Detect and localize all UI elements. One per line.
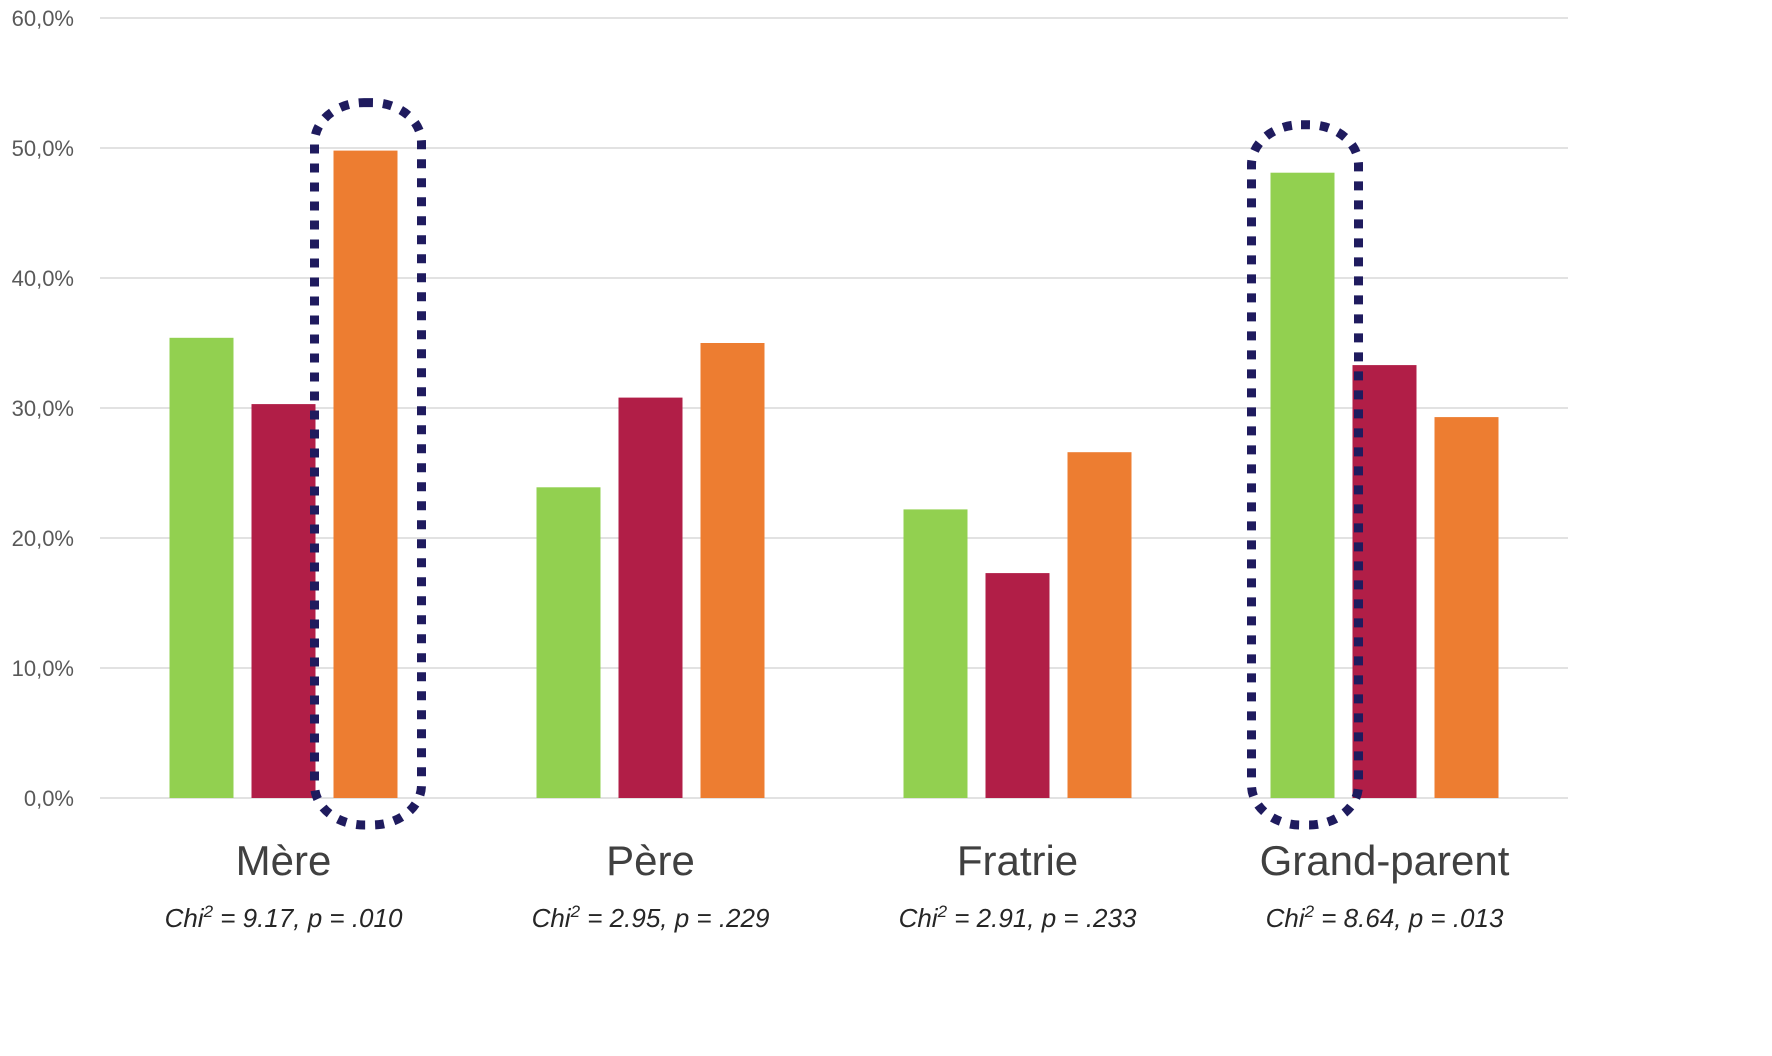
category-label: Fratrie <box>957 837 1078 884</box>
y-tick-label: 60,0% <box>12 6 74 31</box>
highlight-outline <box>1247 120 1363 830</box>
y-tick-label: 20,0% <box>12 526 74 551</box>
grid-lines <box>100 17 1568 799</box>
statistics-annotations: Chi2 = 9.17, p = .010 Chi2 = 2.95, p = .2… <box>165 902 1504 933</box>
highlight-outline <box>310 98 426 830</box>
bar <box>618 397 683 798</box>
bar <box>903 509 968 798</box>
bar <box>536 487 601 798</box>
y-tick-label: 0,0% <box>24 786 74 811</box>
y-tick-label: 10,0% <box>12 656 74 681</box>
bar <box>1067 452 1132 798</box>
bar <box>1352 365 1417 798</box>
statistic-annotation: Chi2 = 9.17, p = .010 <box>165 902 403 933</box>
y-tick-label: 30,0% <box>12 396 74 421</box>
y-axis-ticks: 0,0% 10,0% 20,0% 30,0% 40,0% 50,0% 60,0% <box>12 6 74 811</box>
statistic-annotation: Chi2 = 2.91, p = .233 <box>899 902 1137 933</box>
bar <box>1270 172 1335 798</box>
bar <box>169 337 234 798</box>
category-label: Père <box>606 837 695 884</box>
bars <box>169 150 1499 799</box>
y-tick-label: 40,0% <box>12 266 74 291</box>
bar <box>700 343 765 798</box>
y-tick-label: 50,0% <box>12 136 74 161</box>
bar <box>985 573 1050 798</box>
statistic-annotation: Chi2 = 2.95, p = .229 <box>532 902 770 933</box>
statistic-annotation: Chi2 = 8.64, p = .013 <box>1266 902 1504 933</box>
bar <box>333 150 398 799</box>
category-label: Mère <box>236 837 332 884</box>
highlight-outlines <box>310 98 1363 830</box>
bar <box>251 404 316 798</box>
category-label: Grand-parent <box>1260 837 1510 884</box>
category-labels: Mère Père Fratrie Grand-parent <box>236 837 1510 884</box>
bar <box>1434 417 1499 798</box>
